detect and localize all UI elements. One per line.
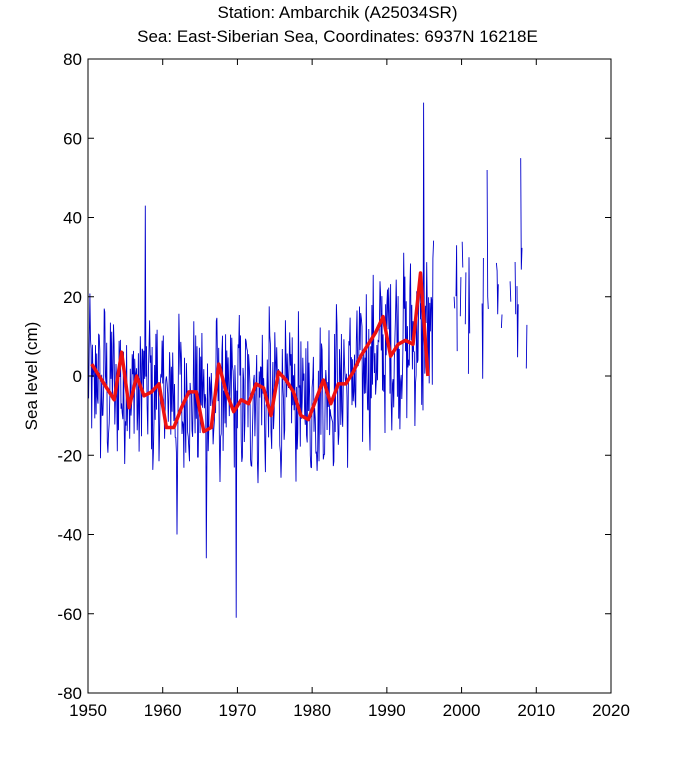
plot-area <box>88 103 541 618</box>
x-tick-label: 2000 <box>443 701 481 720</box>
x-tick-label: 2020 <box>592 701 630 720</box>
y-tick-label: 80 <box>63 50 82 69</box>
x-tick-label: 1970 <box>219 701 257 720</box>
y-tick-label: 0 <box>73 367 82 386</box>
monthly-sea-level-line <box>88 103 541 618</box>
y-tick-label: 60 <box>63 129 82 148</box>
x-tick-label: 1980 <box>293 701 331 720</box>
y-tick-label: -60 <box>57 605 82 624</box>
y-tick-label: 20 <box>63 288 82 307</box>
y-tick-label: 40 <box>63 209 82 228</box>
x-tick-label: 1960 <box>144 701 182 720</box>
x-tick-label: 1990 <box>368 701 406 720</box>
y-tick-label: -80 <box>57 684 82 703</box>
x-tick-label: 1950 <box>69 701 107 720</box>
y-tick-label: -20 <box>57 446 82 465</box>
annual-mean-line <box>90 271 430 434</box>
y-tick-label: -40 <box>57 526 82 545</box>
chart-subtitle: Sea: East-Siberian Sea, Coordinates: 693… <box>137 27 538 46</box>
x-tick-label: 2010 <box>517 701 555 720</box>
chart-title: Station: Ambarchik (A25034SR) <box>217 3 458 22</box>
axes: 1950 1960 1970 1980 1990 2000 2010 2020 80 60 40 20… <box>57 50 629 720</box>
y-axis-label: Sea level (cm) <box>22 322 41 431</box>
